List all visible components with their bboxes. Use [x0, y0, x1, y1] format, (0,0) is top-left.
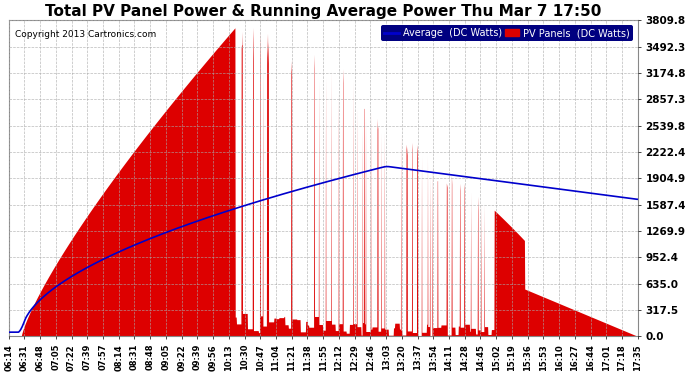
- Legend: Average  (DC Watts), PV Panels  (DC Watts): Average (DC Watts), PV Panels (DC Watts): [382, 25, 633, 41]
- Text: Copyright 2013 Cartronics.com: Copyright 2013 Cartronics.com: [15, 30, 156, 39]
- Title: Total PV Panel Power & Running Average Power Thu Mar 7 17:50: Total PV Panel Power & Running Average P…: [45, 4, 602, 19]
